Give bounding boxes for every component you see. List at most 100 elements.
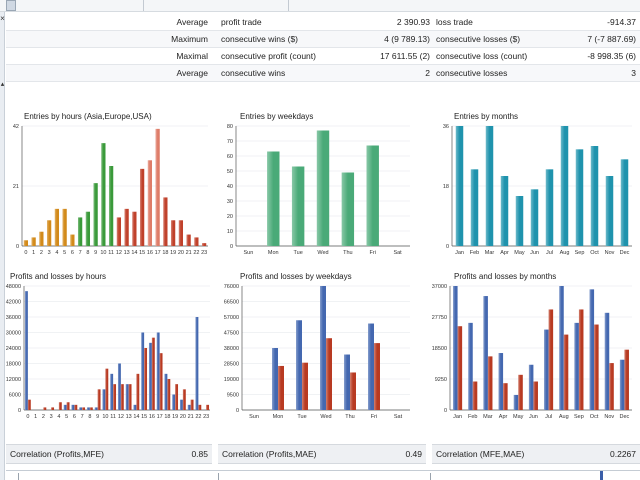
toolbar-tab[interactable]	[6, 0, 16, 11]
x-tick-label: 4	[55, 250, 58, 256]
close-icon[interactable]: ×	[0, 14, 5, 23]
bar	[93, 183, 98, 246]
x-tick-label: 13	[124, 250, 130, 256]
bar	[560, 126, 569, 246]
x-tick-label: 14	[131, 250, 137, 256]
correlation-profits-mfe: Correlation (Profits,MFE) 0.85	[6, 444, 212, 464]
toolbar-separator	[143, 0, 144, 11]
scale-tick	[18, 473, 19, 480]
y-tick-label: 42	[13, 124, 19, 130]
bar	[31, 237, 36, 246]
bar	[472, 381, 478, 410]
bar	[63, 404, 67, 410]
bar	[575, 149, 584, 246]
y-tick-label: 50	[227, 169, 233, 175]
y-tick-label: 18000	[6, 362, 21, 368]
y-tick-label: 30	[227, 199, 233, 205]
bar	[136, 373, 140, 410]
stats-value: 3	[631, 68, 636, 78]
x-tick-label: 15	[141, 414, 147, 420]
y-tick-label: 60	[227, 154, 233, 160]
bar	[110, 373, 114, 410]
x-tick-label: Sep	[575, 250, 585, 256]
bar	[117, 363, 121, 410]
chart-title-entries-weekdays: Entries by weekdays	[240, 112, 314, 121]
x-tick-label: Thu	[343, 250, 352, 256]
chart-profits-losses-by-weekdays: 0 9500 19000 28500 38000 47500 57000 66500 76000…	[224, 284, 410, 420]
bar	[498, 353, 504, 410]
x-tick-label: 19	[172, 414, 178, 420]
x-tick-label: 19	[170, 250, 176, 256]
y-tick-label: 36000	[6, 315, 21, 321]
x-tick-label: 20	[180, 414, 186, 420]
x-tick-label: 12	[116, 250, 122, 256]
y-tick-label: 6000	[9, 393, 21, 399]
bar	[296, 320, 302, 410]
bar	[594, 324, 599, 410]
stats-value: 17 611.55 (2)	[380, 51, 430, 61]
bar	[620, 159, 629, 246]
stats-label: Average	[176, 68, 208, 78]
y-tick-label: 38000	[224, 346, 239, 352]
x-tick-label: 8	[88, 414, 91, 420]
x-tick-label: 11	[108, 250, 114, 256]
x-tick-label: 16	[149, 414, 155, 420]
y-tick-label: 12000	[6, 377, 21, 383]
bar	[151, 337, 155, 410]
bar	[326, 338, 332, 410]
y-tick-label: 0	[444, 408, 447, 414]
bar	[116, 217, 122, 246]
y-tick-label: 48000	[6, 284, 21, 290]
bar	[190, 399, 194, 410]
correlation-value: 0.2267	[610, 449, 636, 459]
bar	[578, 309, 584, 410]
bar	[341, 172, 355, 246]
bar	[113, 384, 117, 410]
bar	[66, 402, 70, 410]
bar	[124, 208, 129, 246]
bar	[27, 399, 31, 410]
bar	[105, 368, 109, 410]
chart-title-pl-weekdays: Profits and losses by weekdays	[240, 272, 352, 281]
x-tick-label: Dec	[620, 414, 630, 420]
bar	[503, 383, 508, 410]
x-tick-label: Fri	[370, 250, 376, 256]
bar	[563, 334, 569, 410]
x-tick-label: Sat	[394, 414, 403, 420]
bar	[23, 240, 29, 246]
chart-entries-by-weekdays: 0 10 20 30 40 50 60 70 80 Sun Mon Tue Wed Thu Fri Sat	[227, 124, 410, 256]
y-tick-label: 30000	[6, 331, 21, 337]
x-tick-label: 8	[86, 250, 89, 256]
bar	[132, 211, 137, 246]
bar	[43, 407, 47, 410]
chart-title-entries-hours: Entries by hours (Asia,Europe,USA)	[24, 112, 152, 121]
x-tick-label: 17	[157, 414, 163, 420]
stats-value: -914.37	[607, 17, 636, 27]
y-tick-label: 76000	[224, 284, 239, 290]
y-tick-label: 21	[13, 184, 19, 190]
x-tick-label: 14	[133, 414, 139, 420]
correlation-value: 0.49	[405, 449, 422, 459]
bar	[195, 317, 199, 410]
x-tick-label: 9	[96, 414, 99, 420]
x-tick-label: 5	[63, 250, 66, 256]
bar	[201, 243, 207, 246]
correlation-label: Correlation (MFE,MAE)	[436, 449, 525, 459]
y-tick-label: 0	[230, 244, 233, 250]
bar	[86, 407, 90, 410]
scale-tick	[218, 473, 219, 480]
bar	[71, 404, 75, 410]
bar	[545, 169, 554, 246]
x-tick-label: 10	[102, 414, 108, 420]
bar	[291, 166, 305, 246]
top-toolbar	[0, 0, 640, 12]
arrow-icon[interactable]: ▴	[0, 81, 5, 88]
x-tick-label: Sun	[249, 414, 259, 420]
x-tick-label: 6	[71, 250, 74, 256]
x-tick-label: 22	[193, 250, 199, 256]
stats-name: consecutive wins ($)	[221, 34, 299, 44]
bar	[125, 384, 129, 410]
x-tick-label: Aug	[560, 250, 570, 256]
bar	[470, 169, 479, 246]
stats-row: Average profit trade 2 390.93 loss trade…	[6, 14, 640, 31]
